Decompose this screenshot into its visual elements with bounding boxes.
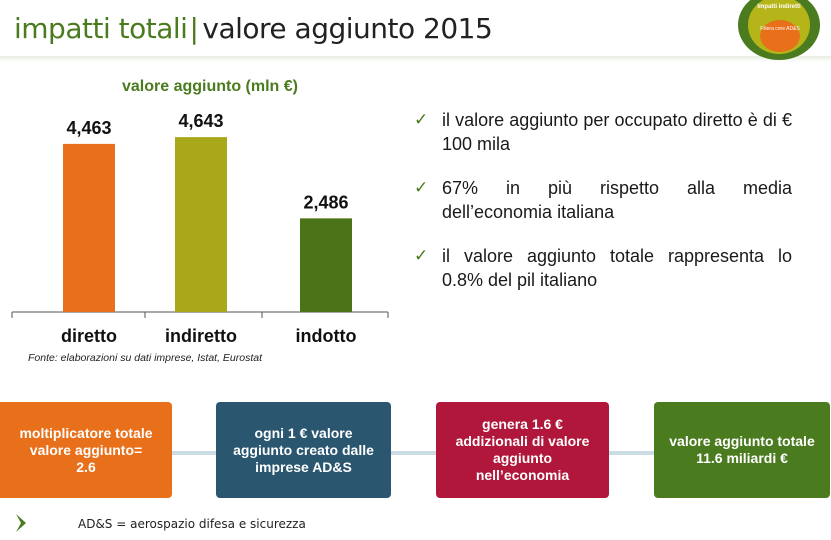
bullet-text: il valore aggiunto totale rappresenta lo… xyxy=(442,246,792,290)
bar-value-label: 2,486 xyxy=(303,192,348,212)
title-underline xyxy=(0,56,831,62)
flow-connector xyxy=(150,451,710,455)
category-label: indotto xyxy=(296,326,357,346)
bullet-list: ✓ il valore aggiunto per occupato dirett… xyxy=(414,108,792,312)
title-part-1: impatti totali xyxy=(14,12,188,45)
checkmark-icon: ✓ xyxy=(414,246,429,265)
value-created-box: ogni 1 € valore aggiunto creato dalle im… xyxy=(216,402,391,498)
logo-inner-circle xyxy=(760,20,800,52)
bar-value-label: 4,463 xyxy=(66,118,111,138)
bullet-item: ✓ 67% in più rispetto alla media dell’ec… xyxy=(414,176,792,224)
title-part-2: valore aggiunto 2015 xyxy=(202,12,493,45)
category-label: diretto xyxy=(61,326,117,346)
impact-logo: Impatti indiretti Filiera core AD&S xyxy=(738,0,820,60)
bar-indotto xyxy=(300,218,352,312)
bar-value-label: 4,643 xyxy=(178,111,223,131)
chart-title: valore aggiunto (mln €) xyxy=(121,78,298,95)
bullet-item: ✓ il valore aggiunto per occupato dirett… xyxy=(414,108,792,156)
checkmark-icon: ✓ xyxy=(414,178,429,197)
footnote: AD&S = aerospazio difesa e sicurezza xyxy=(78,517,306,531)
bullet-text: il valore aggiunto per occupato diretto … xyxy=(442,110,792,154)
checkmark-icon: ✓ xyxy=(414,110,429,129)
total-value-box: valore aggiunto totale 11.6 miliardi € xyxy=(654,402,830,498)
logo-inner-text: Filiera core AD&S xyxy=(760,26,800,32)
category-label: indiretto xyxy=(165,326,237,346)
page-title: impatti totali| valore aggiunto 2015 xyxy=(14,12,493,45)
additional-value-box: genera 1.6 € addizionali di valore aggiu… xyxy=(436,402,609,498)
bar-chart: 4,463 diretto 4,643 indiretto 2,486 indotto xyxy=(11,111,389,346)
bar-diretto xyxy=(63,143,115,312)
chevron-right-icon xyxy=(16,514,26,532)
chart-source: Fonte: elaborazioni su dati imprese, Ist… xyxy=(28,352,263,364)
bar-indiretto xyxy=(175,137,227,312)
multiplier-box: moltiplicatore totale valore aggiunto= 2… xyxy=(0,402,172,498)
logo-outer-text: Impatti indiretti xyxy=(757,4,801,10)
bullet-item: ✓ il valore aggiunto totale rappresenta … xyxy=(414,244,792,292)
bullet-text: 67% in più rispetto alla media dell’econ… xyxy=(442,178,792,222)
title-separator: | xyxy=(189,12,199,45)
